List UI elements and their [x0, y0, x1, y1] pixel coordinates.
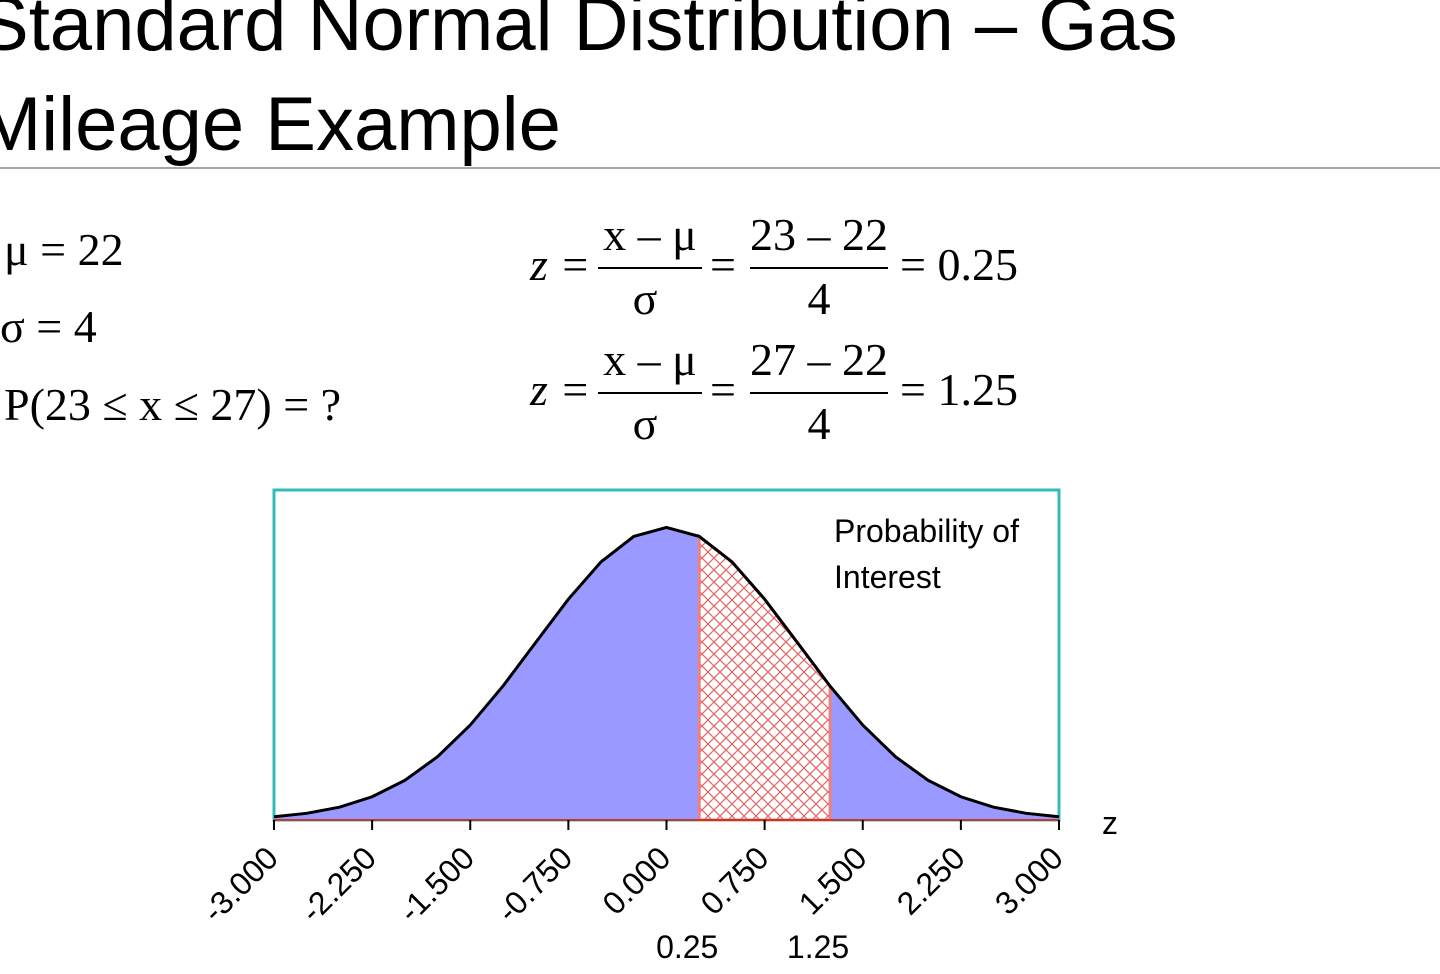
x-tick-label: -1.500 [392, 839, 482, 929]
x-tick-label: -2.250 [293, 839, 383, 929]
formula-den: 4 [808, 273, 831, 324]
annotation: Interest [834, 559, 941, 595]
formula-result: = 1.25 [900, 364, 1018, 415]
x-tick-label: 0.750 [693, 839, 775, 921]
formula-eq: = [710, 239, 736, 290]
formula-num: x – μ [603, 209, 697, 260]
given: σ = 4 [0, 301, 97, 352]
density-area [274, 527, 1059, 820]
highlight-label: 0.25 [656, 929, 718, 965]
title-line: Standard Normal Distribution – Gas [0, 0, 1178, 67]
formula-num: x – μ [603, 334, 697, 385]
formula-den: σ [633, 398, 658, 449]
formula-lhs: z = [529, 239, 590, 290]
formula-result: = 0.25 [900, 239, 1018, 290]
formula-den: 4 [808, 398, 831, 449]
formula-lhs: z = [529, 364, 590, 415]
x-axis-label: z [1102, 805, 1118, 841]
x-tick-label: 3.000 [988, 839, 1070, 921]
title-line: Mileage Example [0, 82, 561, 167]
formula-eq: = [710, 364, 736, 415]
x-tick-label: 1.500 [792, 839, 874, 921]
formula-num: 27 – 22 [750, 334, 888, 385]
formula-num: 23 – 22 [750, 209, 888, 260]
density-curve [273, 525, 1060, 819]
x-tick-label: -0.750 [490, 839, 580, 929]
x-tick-label: 2.250 [890, 839, 972, 921]
given: μ = 22 [4, 224, 124, 275]
annotation: Probability of [834, 513, 1019, 549]
given: P(23 ≤ x ≤ 27) = ? [4, 379, 341, 430]
highlight-label: 1.25 [787, 929, 849, 965]
formula-den: σ [633, 273, 658, 324]
x-tick-label: -3.000 [195, 839, 285, 929]
x-tick-label: 0.000 [595, 839, 677, 921]
highlight-area [697, 533, 832, 822]
